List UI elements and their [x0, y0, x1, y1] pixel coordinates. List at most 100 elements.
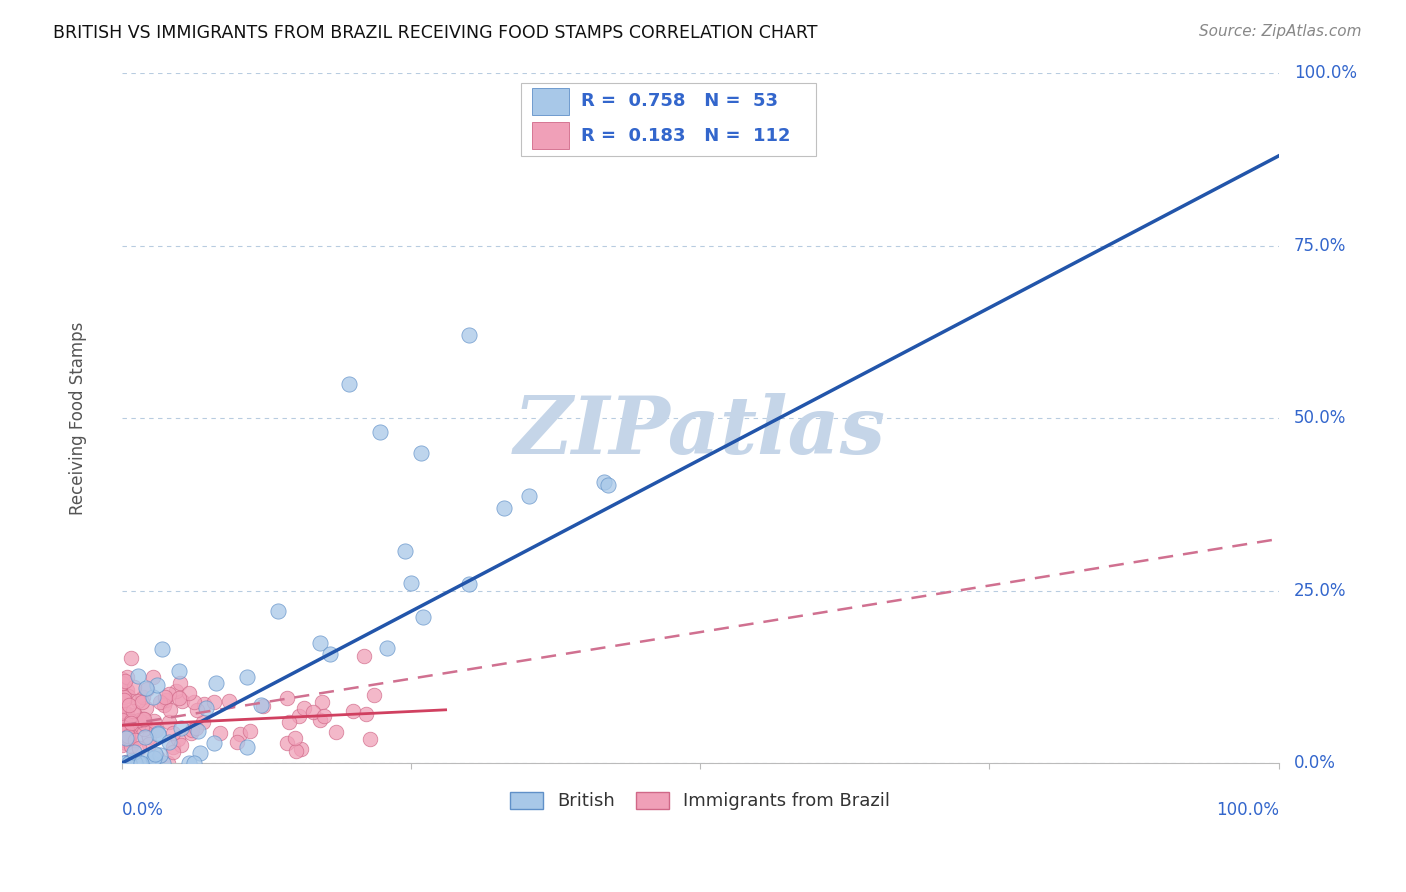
Point: [162, 726, 184, 740]
Point: [183, 756, 205, 771]
Point: [112, 692, 135, 706]
Point: [193, 714, 215, 729]
Point: [114, 722, 136, 736]
Point: [117, 670, 139, 684]
Point: [309, 713, 332, 727]
Point: [142, 690, 165, 705]
Point: [157, 687, 180, 701]
Point: [124, 680, 146, 694]
Text: 50.0%: 50.0%: [1294, 409, 1346, 427]
Point: [236, 670, 259, 684]
Point: [276, 736, 298, 750]
Point: [252, 699, 274, 714]
Point: [114, 756, 136, 771]
Point: [162, 745, 184, 759]
Point: [167, 732, 190, 747]
Point: [128, 719, 150, 733]
Point: [120, 719, 142, 733]
Text: Source: ZipAtlas.com: Source: ZipAtlas.com: [1198, 24, 1361, 39]
Point: [142, 714, 165, 729]
Text: 100.0%: 100.0%: [1294, 64, 1357, 82]
Point: [141, 756, 163, 771]
Point: [138, 730, 160, 744]
Point: [152, 756, 174, 771]
Point: [118, 728, 141, 742]
Point: [127, 756, 149, 770]
Point: [218, 694, 240, 708]
Point: [124, 708, 146, 723]
Point: [114, 755, 136, 769]
Point: [117, 731, 139, 745]
Point: [122, 752, 145, 766]
Point: [596, 478, 619, 492]
Point: [409, 445, 432, 459]
Legend: British, Immigrants from Brazil: British, Immigrants from Brazil: [503, 784, 897, 818]
Text: 0.0%: 0.0%: [1294, 755, 1336, 772]
Text: Receiving Food Stamps: Receiving Food Stamps: [69, 321, 87, 515]
Point: [170, 721, 193, 735]
Point: [118, 756, 141, 771]
Point: [183, 695, 205, 709]
Point: [128, 714, 150, 728]
Point: [118, 733, 141, 747]
Point: [170, 738, 193, 752]
Point: [457, 577, 479, 591]
Point: [134, 730, 156, 744]
Point: [193, 697, 215, 711]
Point: [337, 376, 360, 391]
Point: [111, 720, 134, 734]
Point: [134, 717, 156, 731]
Point: [115, 707, 138, 722]
Point: [267, 604, 290, 618]
FancyBboxPatch shape: [533, 122, 569, 149]
Point: [111, 704, 134, 718]
Point: [167, 664, 190, 678]
Point: [124, 756, 146, 771]
Point: [593, 475, 616, 489]
FancyBboxPatch shape: [533, 88, 569, 114]
Point: [115, 683, 138, 698]
Point: [177, 756, 200, 771]
Point: [202, 735, 225, 749]
Point: [153, 690, 176, 705]
Point: [278, 714, 301, 729]
Point: [394, 544, 416, 558]
Point: [162, 739, 184, 754]
Point: [412, 610, 434, 624]
Point: [312, 709, 335, 723]
Point: [368, 425, 391, 439]
Text: 25.0%: 25.0%: [1294, 582, 1346, 599]
Point: [190, 746, 212, 760]
Point: [132, 722, 155, 736]
Point: [180, 723, 202, 737]
Point: [155, 692, 177, 706]
Point: [187, 724, 209, 739]
Point: [115, 736, 138, 750]
Point: [325, 725, 347, 739]
Point: [115, 712, 138, 726]
Point: [288, 708, 311, 723]
Point: [156, 756, 179, 771]
Point: [169, 690, 191, 705]
Point: [136, 682, 159, 697]
Point: [114, 723, 136, 738]
Point: [169, 676, 191, 690]
Point: [285, 744, 308, 758]
Point: [117, 729, 139, 743]
Point: [131, 695, 153, 709]
Point: [120, 650, 142, 665]
Point: [208, 725, 231, 739]
FancyBboxPatch shape: [520, 84, 815, 156]
Text: 0.0%: 0.0%: [122, 801, 163, 819]
Point: [150, 642, 173, 657]
Point: [132, 690, 155, 704]
Point: [118, 756, 141, 771]
Point: [172, 694, 194, 708]
Point: [135, 748, 157, 763]
Point: [302, 705, 325, 719]
Point: [517, 489, 540, 503]
Point: [177, 686, 200, 700]
Point: [229, 727, 252, 741]
Point: [239, 724, 262, 739]
Point: [195, 701, 218, 715]
